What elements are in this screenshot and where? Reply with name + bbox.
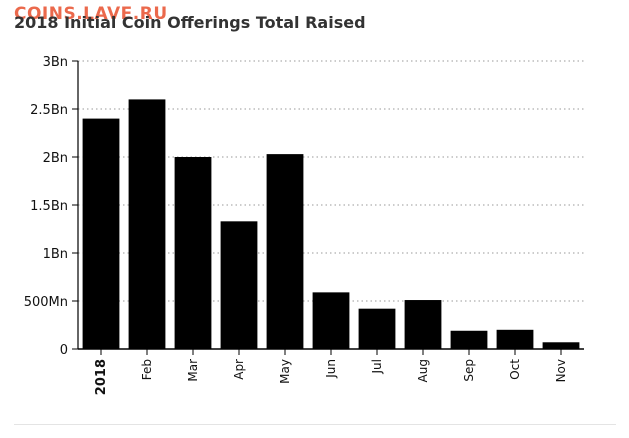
bar-nov: [542, 342, 580, 349]
bar-jul: [358, 308, 396, 349]
x-tick-label: Jul: [370, 359, 384, 374]
x-tick-label: Oct: [508, 359, 522, 380]
bar-aug: [404, 300, 442, 349]
bar-jun: [312, 292, 350, 349]
x-tick-label: Aug: [416, 359, 430, 382]
y-tick-label: 2Bn: [43, 151, 68, 166]
y-tick-label: 500Mn: [24, 295, 68, 310]
x-tick-label: Feb: [140, 359, 154, 380]
bar-2018: [82, 118, 120, 349]
chart-title: 2018 Initial Coin Offerings Total Raised: [14, 13, 366, 32]
bar-sep: [450, 330, 488, 349]
bar-feb: [128, 99, 166, 350]
y-tick-label: 1.5Bn: [30, 199, 68, 214]
bar-apr: [220, 221, 258, 349]
x-tick-label: Nov: [554, 359, 568, 382]
y-tick-labels: 0 500Mn 1Bn 1.5Bn 2Bn 2.5Bn 3Bn: [24, 55, 68, 358]
bar-may: [266, 154, 304, 349]
y-tick-label: 2.5Bn: [30, 103, 68, 118]
x-tick-label: Mar: [186, 359, 200, 382]
y-tick-label: 1Bn: [43, 247, 68, 262]
x-tick-label: Jun: [324, 359, 338, 379]
x-tick-label: Sep: [462, 359, 476, 382]
axes: [72, 60, 584, 355]
y-tick-label: 0: [60, 343, 68, 358]
x-tick-label: 2018: [94, 359, 109, 395]
x-tick-label: Apr: [232, 359, 246, 380]
y-tick-label: 3Bn: [43, 55, 68, 70]
x-tick-labels: 2018 Feb Mar Apr May Jun Jul Aug Sep Oct Nov: [94, 359, 568, 395]
divider: [14, 424, 616, 425]
watermark-text: COINS.LAVE.RU: [14, 4, 168, 24]
bars: [82, 99, 580, 350]
x-tick-label: May: [278, 359, 292, 384]
bar-oct: [496, 329, 534, 349]
bar-mar: [174, 157, 212, 349]
